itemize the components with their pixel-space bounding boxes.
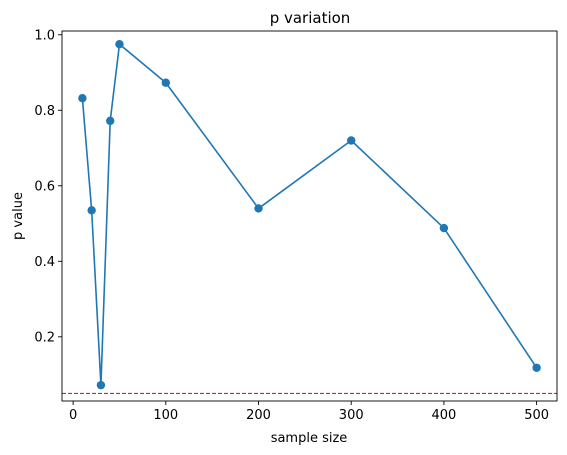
- x-tick-label: 500: [524, 408, 549, 423]
- data-point: [78, 94, 87, 103]
- data-point: [106, 116, 115, 126]
- x-tick-label: 400: [431, 408, 456, 423]
- y-tick-label: 0.8: [34, 104, 55, 119]
- y-axis: 0.2 0.4 0.6 0.8 1.0: [34, 28, 62, 345]
- data-point: [115, 40, 124, 49]
- chart-title: p variation: [270, 9, 351, 27]
- x-axis: 0 100 200 300 400 500: [69, 401, 549, 423]
- y-tick-label: 1.0: [34, 28, 55, 43]
- series-line: [81, 43, 538, 386]
- data-point: [254, 204, 263, 213]
- data-point: [96, 380, 106, 390]
- data-point: [347, 136, 356, 145]
- data-point: [532, 363, 541, 372]
- x-tick-label: 0: [69, 408, 77, 423]
- data-point: [161, 78, 171, 87]
- plot-frame: [61, 30, 558, 402]
- x-tick-label: 200: [246, 408, 271, 423]
- x-tick-label: 300: [339, 408, 364, 423]
- y-axis-label: p value: [11, 192, 26, 240]
- x-tick-label: 100: [153, 408, 178, 423]
- x-axis-label: sample size: [271, 431, 348, 446]
- y-tick-label: 0.4: [34, 255, 55, 270]
- y-tick-label: 0.2: [34, 330, 55, 345]
- y-tick-label: 0.6: [34, 179, 55, 194]
- data-point: [87, 206, 96, 215]
- plot-area: [62, 31, 557, 401]
- series-layer: [78, 40, 541, 390]
- data-point: [439, 223, 449, 233]
